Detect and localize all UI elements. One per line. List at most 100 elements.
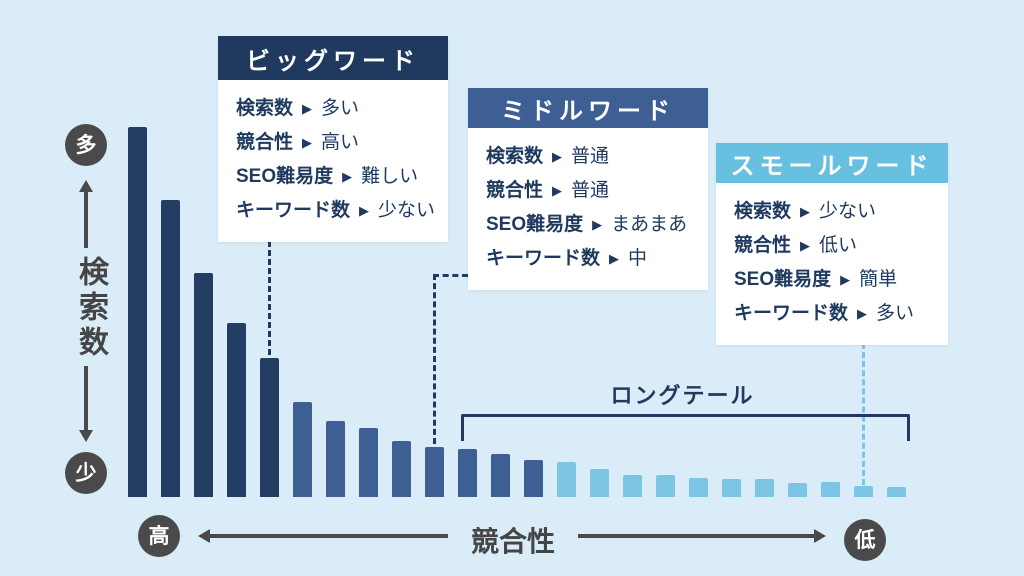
- row-label: 競合性: [734, 235, 792, 256]
- bar: [524, 460, 543, 497]
- card-row: 競合性 ▶ 普通: [486, 174, 690, 208]
- triangle-right-icon: ▶: [592, 217, 603, 232]
- card-middleword-title: ミドルワード: [468, 88, 708, 128]
- row-value: まあまあ: [611, 214, 688, 235]
- card-middleword-body: 検索数 ▶ 普通 競合性 ▶ 普通 SEO難易度 ▶ まあまあ キーワード数 ▶ 中: [468, 128, 708, 290]
- triangle-right-icon: ▶: [302, 135, 313, 150]
- triangle-right-icon: ▶: [800, 204, 811, 219]
- x-axis-left-badge: 高: [138, 515, 180, 557]
- triangle-right-icon: ▶: [302, 101, 313, 116]
- y-axis-up-arrow-icon: [79, 180, 93, 248]
- card-smallword: スモールワード 検索数 ▶ 少ない 競合性 ▶ 低い SEO難易度 ▶ 簡単 キーワード数 ▶…: [716, 143, 948, 345]
- bar: [425, 447, 444, 497]
- arrow-head-up: [79, 180, 93, 192]
- row-value: 中: [628, 248, 648, 269]
- y-axis-label: 検索数: [74, 256, 107, 361]
- bar: [821, 482, 840, 497]
- card-row: 競合性 ▶ 低い: [734, 229, 930, 263]
- bar: [887, 487, 906, 497]
- card-bigword: ビッグワード 検索数 ▶ 多い 競合性 ▶ 高い SEO難易度 ▶ 難しい キーワード数 ▶ 少…: [218, 36, 448, 242]
- arrow-shaft: [84, 366, 88, 430]
- bar: [161, 200, 180, 497]
- triangle-right-icon: ▶: [552, 183, 563, 198]
- arrow-shaft: [210, 534, 448, 538]
- row-value: 多い: [321, 98, 360, 119]
- card-row: SEO難易度 ▶ 簡単: [734, 263, 930, 297]
- triangle-right-icon: ▶: [342, 169, 353, 184]
- x-axis-right-badge: 低: [844, 519, 886, 561]
- bar: [722, 479, 741, 497]
- row-label: 競合性: [486, 180, 544, 201]
- row-label: キーワード数: [486, 248, 601, 269]
- bar: [326, 421, 345, 497]
- card-bigword-body: 検索数 ▶ 多い 競合性 ▶ 高い SEO難易度 ▶ 難しい キーワード数 ▶ 少ない: [218, 80, 448, 242]
- row-value: 少ない: [378, 200, 436, 221]
- card-row: キーワード数 ▶ 中: [486, 242, 690, 276]
- card-smallword-title: スモールワード: [716, 143, 948, 183]
- row-value: 普通: [571, 180, 610, 201]
- triangle-right-icon: ▶: [800, 238, 811, 253]
- bar: [293, 402, 312, 497]
- card-middleword: ミドルワード 検索数 ▶ 普通 競合性 ▶ 普通 SEO難易度 ▶ まあまあ キーワード数 ▶…: [468, 88, 708, 290]
- bar: [458, 449, 477, 497]
- bar: [689, 478, 708, 497]
- long-tail-bracket: [461, 414, 910, 441]
- row-label: SEO難易度: [486, 214, 584, 235]
- card-row: キーワード数 ▶ 多い: [734, 297, 930, 331]
- triangle-right-icon: ▶: [840, 272, 851, 287]
- connector-middleword-dashed-horizontal: [433, 274, 468, 277]
- card-row: 検索数 ▶ 少ない: [734, 195, 930, 229]
- card-smallword-body: 検索数 ▶ 少ない 競合性 ▶ 低い SEO難易度 ▶ 簡単 キーワード数 ▶ 多い: [716, 183, 948, 345]
- row-value: 多い: [876, 303, 915, 324]
- bar: [392, 441, 411, 497]
- card-row: 競合性 ▶ 高い: [236, 126, 430, 160]
- triangle-right-icon: ▶: [609, 251, 620, 266]
- row-value: 簡単: [859, 269, 898, 290]
- bar: [128, 127, 147, 497]
- card-bigword-title: ビッグワード: [218, 36, 448, 80]
- x-axis-label: 競合性: [470, 526, 555, 557]
- card-row: SEO難易度 ▶ まあまあ: [486, 208, 690, 242]
- row-label: 検索数: [236, 98, 294, 119]
- row-label: キーワード数: [734, 303, 849, 324]
- bar: [557, 462, 576, 497]
- row-label: 競合性: [236, 132, 294, 153]
- row-label: 検索数: [734, 201, 792, 222]
- row-value: 普通: [571, 146, 610, 167]
- bar: [755, 479, 774, 497]
- triangle-right-icon: ▶: [857, 306, 868, 321]
- row-label: SEO難易度: [734, 269, 832, 290]
- bar: [194, 273, 213, 497]
- bar-chart: [128, 127, 906, 497]
- bar: [491, 454, 510, 497]
- triangle-right-icon: ▶: [552, 149, 563, 164]
- bar: [788, 483, 807, 497]
- connector-bigword-dashed: [268, 241, 271, 355]
- row-label: SEO難易度: [236, 166, 334, 187]
- arrow-head-left: [198, 529, 210, 543]
- x-axis-right-arrow-icon: [578, 528, 826, 544]
- bar: [623, 475, 642, 497]
- connector-middleword-dashed-vertical: [433, 274, 436, 444]
- row-value: 低い: [819, 235, 858, 256]
- card-row: キーワード数 ▶ 少ない: [236, 194, 435, 228]
- bar: [854, 486, 873, 497]
- card-row: 検索数 ▶ 多い: [236, 92, 430, 126]
- long-tail-label: ロングテール: [610, 383, 755, 408]
- row-label: 検索数: [486, 146, 544, 167]
- y-axis-top-badge: 多: [65, 124, 107, 166]
- x-axis-left-arrow-icon: [198, 528, 448, 544]
- card-row: SEO難易度 ▶ 難しい: [236, 160, 430, 194]
- triangle-right-icon: ▶: [359, 203, 370, 218]
- bar: [656, 475, 675, 497]
- bar: [260, 358, 279, 497]
- arrow-shaft: [84, 192, 88, 248]
- row-value: 高い: [321, 132, 360, 153]
- row-value: 難しい: [361, 166, 419, 187]
- y-axis-bottom-badge: 少: [65, 452, 107, 494]
- bar: [590, 469, 609, 497]
- bar: [359, 428, 378, 497]
- card-row: 検索数 ▶ 普通: [486, 140, 690, 174]
- arrow-shaft: [578, 534, 814, 538]
